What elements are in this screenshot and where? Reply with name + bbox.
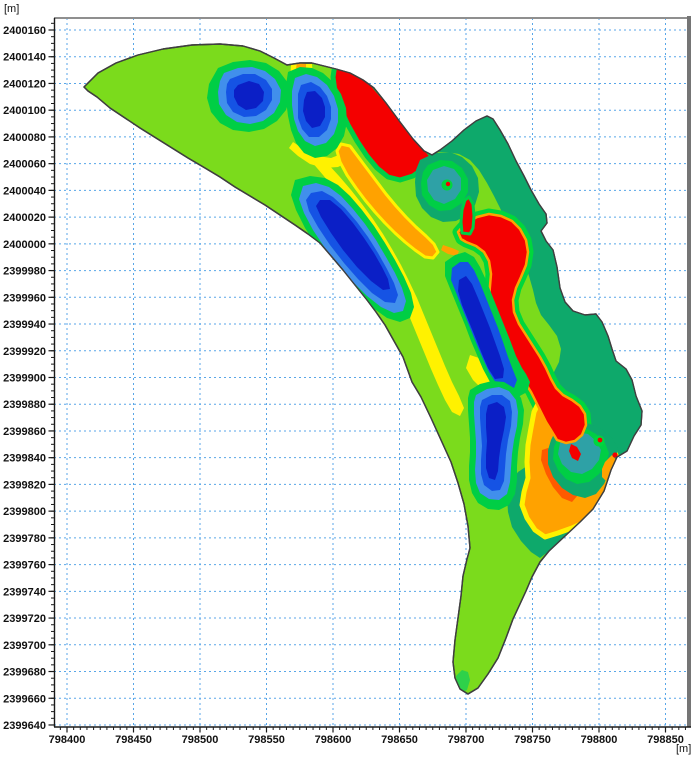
yellow-band-west (295, 138, 464, 416)
red-spur (459, 195, 476, 236)
x-tick-label: 798850 (647, 734, 684, 746)
y-tick-label: 2399640 (3, 720, 46, 732)
orange-coast-pocket (602, 455, 617, 483)
y-tick-label: 2399780 (3, 533, 46, 545)
y-tick-label: 2400020 (3, 212, 46, 224)
orange-band-northeast (335, 142, 440, 260)
y-tick-label: 2399940 (3, 319, 46, 331)
pit-e-darkblue (486, 402, 506, 480)
y-tick-label: 2400120 (3, 78, 46, 90)
y-tick-label: 2399680 (3, 667, 46, 679)
y-tick-label: 2400100 (3, 105, 46, 117)
y-tick-label: 2399820 (3, 479, 46, 491)
y-tick-label: 2399740 (3, 586, 46, 598)
teal2-red-dot (597, 437, 603, 443)
y-tick-label: 2400000 (3, 239, 46, 251)
y-tick-label: 2400080 (3, 132, 46, 144)
x-tick-label: 798750 (514, 734, 551, 746)
pit-d-darkblue (458, 276, 504, 379)
y-axis-unit-label: [m] (4, 3, 19, 15)
y-tick-label: 2399980 (3, 266, 46, 278)
y-tick-label: 2400140 (3, 52, 46, 64)
island-outline (83, 43, 643, 695)
y-tick-label: 2399760 (3, 560, 46, 572)
pit-b-darkblue (303, 91, 325, 128)
teal1-red-dot (445, 181, 451, 187)
y-tick-label: 2399960 (3, 292, 46, 304)
x-tick-label: 798450 (115, 734, 152, 746)
y-tick-label: 2399920 (3, 346, 46, 358)
x-tick-label: 798400 (49, 734, 86, 746)
red-coast-dot (612, 452, 618, 458)
x-tick-label: 798500 (182, 734, 219, 746)
x-tick-label: 798650 (381, 734, 418, 746)
y-tick-label: 2400040 (3, 185, 46, 197)
y-tick-label: 2400060 (3, 159, 46, 171)
tick-label-layer: 798400 798450 798500 798550 798600 798650 7987… (3, 25, 684, 746)
y-tick-label: 2399800 (3, 506, 46, 518)
y-tick-label: 2399900 (3, 372, 46, 384)
x-axis-unit-label: [m] (676, 743, 691, 755)
x-tick-label: 798600 (315, 734, 352, 746)
y-tick-label: 2399660 (3, 693, 46, 705)
tick-layer (48, 22, 686, 733)
pit-a-darkblue (234, 81, 264, 110)
map-layer (83, 43, 643, 695)
y-tick-label: 2399700 (3, 640, 46, 652)
y-tick-label: 2400160 (3, 25, 46, 37)
y-tick-label: 2399720 (3, 613, 46, 625)
red-finger (569, 444, 581, 461)
y-tick-label: 2399860 (3, 426, 46, 438)
y-tick-label: 2399880 (3, 399, 46, 411)
pit-c-darkblue (316, 200, 390, 290)
orange-dash (441, 245, 459, 256)
x-tick-label: 798800 (581, 734, 618, 746)
x-tick-label: 798550 (248, 734, 285, 746)
y-tick-label: 2399840 (3, 453, 46, 465)
x-tick-label: 798700 (448, 734, 485, 746)
